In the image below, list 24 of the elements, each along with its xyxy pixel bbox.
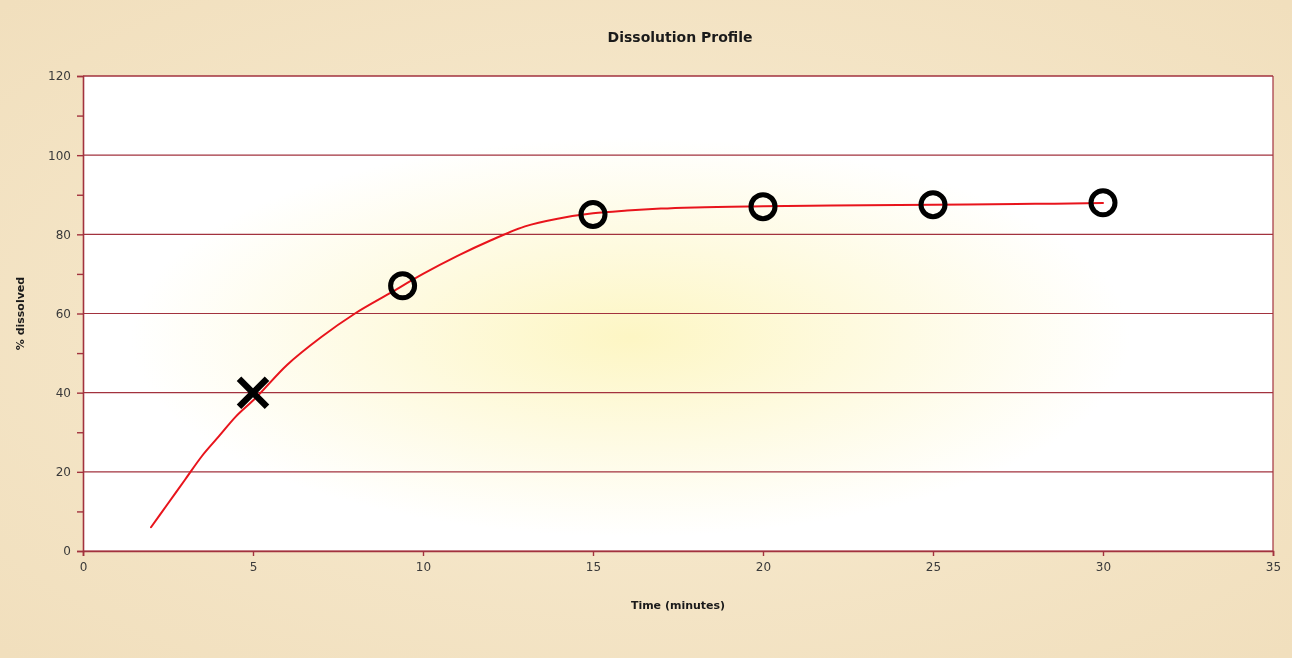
point	[748, 192, 778, 222]
x-tick-label: 15	[585, 559, 602, 574]
y-tick-label: 60	[55, 306, 71, 321]
point	[918, 190, 948, 220]
y-tick-label: 20	[55, 465, 71, 480]
y-tick-label: 80	[55, 227, 71, 242]
y-axis-title: % dissolved	[14, 276, 27, 351]
y-tick-label: 120	[48, 69, 71, 84]
point	[236, 376, 270, 409]
x-tick-label: 5	[249, 559, 258, 574]
y-tick-label: 0	[63, 544, 71, 559]
x-tick-label: 0	[79, 559, 88, 574]
x-tick-label: 30	[1095, 559, 1112, 574]
x-tick-label: 35	[1265, 559, 1282, 574]
x-tick-label: 10	[415, 559, 432, 574]
y-tick-label: 100	[48, 148, 71, 163]
point	[388, 271, 418, 301]
x-tick-label: 20	[755, 559, 772, 574]
chart-title: Dissolution Profile	[607, 29, 753, 45]
x-axis-title: Time (minutes)	[630, 599, 726, 612]
point	[578, 200, 608, 230]
point	[1088, 188, 1118, 218]
y-tick-label: 40	[55, 386, 71, 401]
x-tick-label: 25	[925, 559, 942, 574]
